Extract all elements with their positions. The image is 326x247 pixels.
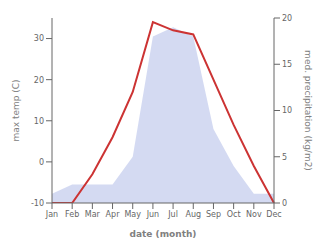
svg-text:20: 20 (282, 14, 292, 23)
svg-text:Jan: Jan (45, 210, 58, 219)
svg-text:May: May (124, 210, 141, 219)
svg-text:Sep: Sep (206, 210, 221, 219)
svg-text:Mar: Mar (85, 210, 101, 219)
svg-text:date (month): date (month) (130, 229, 197, 239)
svg-text:0: 0 (39, 158, 44, 167)
svg-text:Jul: Jul (167, 210, 178, 219)
svg-text:-10: -10 (31, 199, 44, 208)
svg-text:max temp (C): max temp (C) (11, 79, 21, 141)
svg-text:10: 10 (34, 117, 44, 126)
svg-text:Apr: Apr (106, 210, 121, 219)
svg-text:20: 20 (34, 76, 44, 85)
svg-text:med. precipitation (kg/m2): med. precipitation (kg/m2) (303, 50, 313, 171)
svg-text:30: 30 (34, 34, 44, 43)
svg-text:10: 10 (282, 106, 292, 115)
svg-text:Aug: Aug (185, 210, 201, 219)
svg-text:Oct: Oct (227, 210, 241, 219)
svg-text:Dec: Dec (266, 210, 281, 219)
svg-text:15: 15 (282, 60, 292, 69)
svg-text:Feb: Feb (65, 210, 79, 219)
svg-text:5: 5 (282, 153, 287, 162)
svg-text:0: 0 (282, 199, 287, 208)
svg-text:Nov: Nov (246, 210, 262, 219)
svg-text:Jun: Jun (146, 210, 160, 219)
